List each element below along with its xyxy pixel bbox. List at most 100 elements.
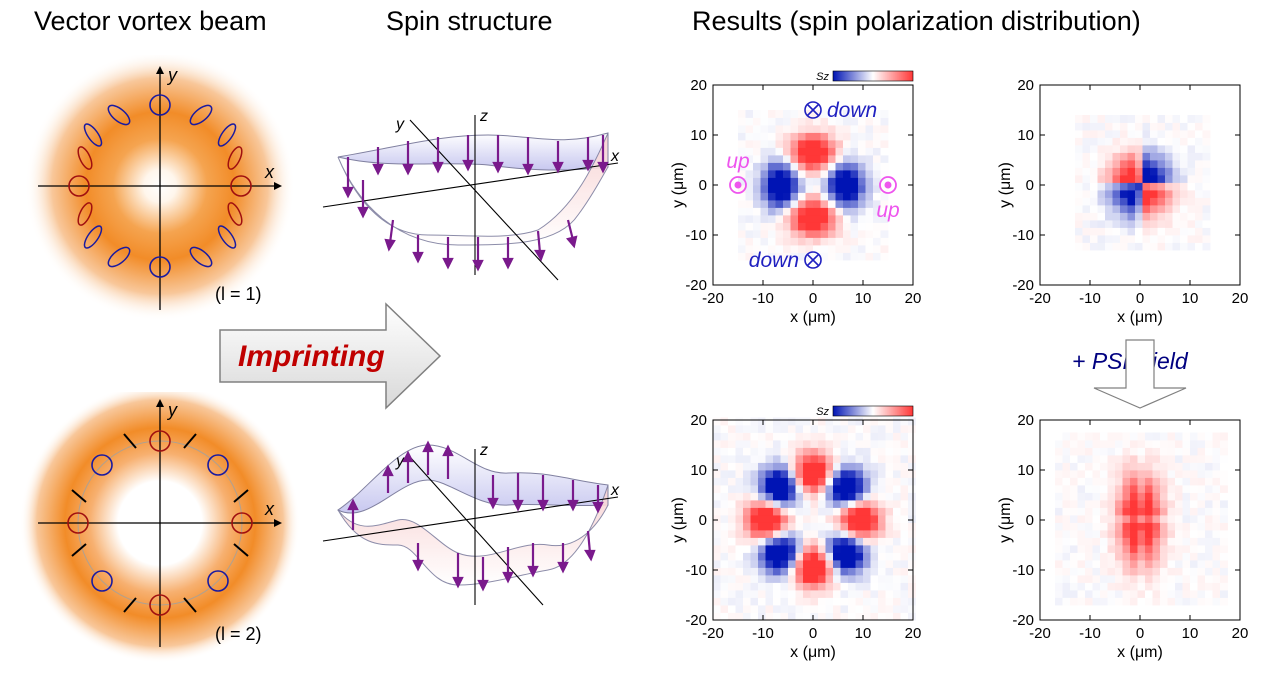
heatmap-cell [848,612,856,621]
heatmap-cells [738,110,889,261]
heatmap-cell [858,110,866,118]
y-axis-label: y [395,453,405,470]
heatmap-cell [1100,492,1108,501]
heatmap-cell [818,552,826,561]
heatmap-cell [840,590,849,598]
heatmap-cell [1220,515,1228,523]
heatmap-cell [1157,160,1166,168]
heatmap-cell [1145,552,1153,561]
heatmap-cell [820,237,829,246]
heatmap-cell [900,582,909,591]
heatmap-cell [840,575,849,583]
heatmap-cell [865,230,874,238]
heatmap-cell [1175,447,1183,456]
heatmap-cell [758,485,766,493]
x-tick-label: 10 [855,290,872,307]
heatmap-cell [1107,485,1116,493]
heatmap-cell [760,252,769,261]
heatmap-cell [885,440,894,448]
heatmap-cell [850,185,859,193]
heatmap-cell [788,575,796,583]
heatmap-cell [908,515,916,523]
heatmap-cell [813,140,821,148]
heatmap-cell [880,252,889,261]
heatmap-cell [885,522,894,531]
heatmap-cell [1120,130,1128,138]
heatmap-cell [760,230,769,238]
heatmap-cell [865,222,874,231]
heatmap-cell [1107,575,1116,583]
heatmap-cell [1157,152,1166,161]
heatmap-cell [1160,515,1168,523]
heatmap-cell [720,515,729,523]
heatmap-cell [835,252,844,261]
colorbar [832,405,914,417]
spin-down-cross [806,253,820,267]
heatmap-cell [773,575,781,583]
heatmap-cell [1167,455,1176,463]
polarization-circle-blue [207,454,229,476]
x-tick-label: 0 [1136,290,1144,307]
heatmap-cell [835,132,844,141]
heatmap-cell [735,515,744,523]
heatmap-cell [1197,455,1206,463]
heatmap-cell [713,432,721,441]
heatmap-cell [1107,515,1116,523]
heatmap-cell [828,155,836,163]
heatmap-cell [885,425,894,433]
heatmap-cell [1152,477,1161,486]
heatmap-cell [855,522,864,531]
heatmap-cell [1182,537,1191,546]
heatmap-cell [1070,530,1078,538]
heatmap-cell [878,492,886,501]
heatmap-cell [803,515,811,523]
heatmap-cell [1127,227,1136,236]
heatmap-cell [1160,462,1168,471]
heatmap-cell [818,530,826,538]
heatmap-cell [798,237,806,246]
heatmap-cell [750,417,759,426]
heatmap-cell [873,177,881,186]
heatmap-cell [810,575,819,583]
heatmap-cell [880,230,889,238]
heatmap-cell [865,125,874,133]
x-axis-arrowhead [274,519,282,527]
heatmap-cell [820,207,829,216]
spin-up-marker [729,176,747,194]
heatmap-cell [1150,205,1158,213]
heatmap-cell [1092,552,1101,561]
heatmap-cell [1157,122,1166,131]
heatmap-cell [1195,190,1203,198]
heatmap-cell [1085,492,1093,501]
heatmap-cell [773,590,781,598]
heatmap-cell [1137,545,1146,553]
heatmap-cell [1120,190,1128,198]
heatmap-cell [773,545,781,553]
heatmap-cell [783,147,791,156]
heatmap-cell [790,245,799,253]
heatmap-cell [870,500,879,508]
heatmap-cell [1145,522,1153,531]
heatmap-cell [900,560,909,568]
heatmap-cell [858,207,866,216]
heatmap-cell [1160,530,1168,538]
heatmap-cell [713,522,721,531]
heatmap-cell [1077,575,1086,583]
heatmap-cell [1220,537,1228,546]
heatmap-cell [1075,220,1083,228]
heatmap-cell [863,470,871,478]
polarization-ellipse-blue [107,104,131,126]
heatmap-cell [828,200,836,208]
heatmap-cell [1135,242,1143,251]
heatmap-cell [1197,582,1206,591]
heatmap-cell [780,470,789,478]
heatmap-cell [850,230,859,238]
heatmap-cell [1187,152,1196,161]
heatmap-cell [820,215,829,223]
heatmap-cell [1197,590,1206,598]
heatmap-cell [1175,522,1183,531]
heatmap-cell [1130,582,1138,591]
heatmap-cell [783,237,791,246]
heatmap-cell [780,530,789,538]
